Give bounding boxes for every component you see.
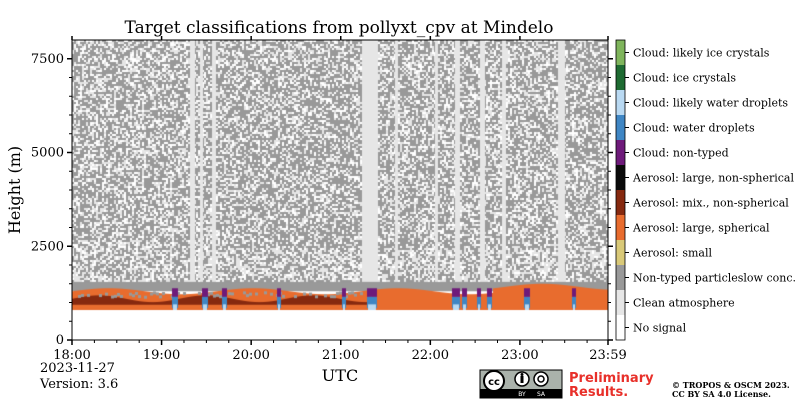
cc-license-badge: cc BY SA [479, 369, 563, 399]
legend-label: Non-typed particleslow conc. [633, 272, 796, 285]
preliminary-line-2: Results. [569, 385, 628, 400]
x-axis-label: UTC [322, 366, 358, 385]
legend-swatch [616, 265, 625, 290]
y-axis: 0 2500 5000 7500 [31, 52, 613, 348]
x-tick-label: 23:59 [589, 348, 626, 363]
legend-swatch [616, 190, 625, 215]
legend-frame [615, 39, 626, 341]
date-label: 2023-11-27 [40, 361, 115, 376]
legend-label: Aerosol: mix., non-spherical [632, 197, 789, 210]
x-axis: 18:00 19:00 20:00 21:00 22:00 23:00 23:59 [53, 36, 627, 363]
copyright-line-2: CC BY SA 4.0 License. [672, 389, 771, 399]
copyright-line-1: © TROPOS & OSCM 2023. [672, 380, 790, 390]
legend-label: Aerosol: small [632, 247, 712, 260]
share-alike-icon [533, 371, 549, 387]
x-tick-label: 20:00 [232, 348, 269, 363]
y-tick-label: 0 [56, 333, 64, 348]
legend-label: Clean atmosphere [633, 297, 735, 310]
legend-label: Cloud: non-typed [633, 147, 729, 160]
legend-swatch [616, 215, 625, 240]
x-tick-label: 21:00 [322, 348, 359, 363]
x-tick-label: 18:00 [53, 348, 90, 363]
legend-swatch [616, 165, 625, 190]
sa-badge-text: SA [537, 391, 546, 398]
y-tick-label: 2500 [31, 239, 64, 254]
version-label: Version: 3.6 [39, 377, 118, 392]
x-tick-label: 19:00 [143, 348, 180, 363]
cc-badge-text: cc [488, 377, 500, 388]
legend-swatch [616, 90, 625, 115]
legend-label: Cloud: likely ice crystals [633, 47, 770, 60]
by-badge-text: BY [518, 391, 526, 398]
legend-label: Cloud: water droplets [633, 122, 755, 135]
legend-label: Aerosol: large, non-spherical [632, 172, 794, 185]
legend-swatch [616, 290, 625, 315]
legend-swatch [616, 315, 625, 340]
legend-swatch [616, 115, 625, 140]
x-tick-label: 22:00 [412, 348, 449, 363]
cc-icon [483, 370, 505, 392]
y-tick-label: 7500 [31, 52, 64, 67]
legend-swatch [616, 240, 625, 265]
legend-label: Cloud: ice crystals [633, 72, 736, 85]
legend-label: Cloud: likely water droplets [633, 97, 788, 110]
legend-swatch [616, 65, 625, 90]
y-axis-label: Height (m) [5, 146, 24, 234]
legend-swatch [616, 40, 625, 65]
plot-area [72, 40, 608, 340]
legend: Cloud: likely ice crystals Cloud: ice cry… [615, 39, 796, 341]
legend-label: No signal [633, 322, 687, 335]
chart-title: Target classifications from pollyxt_cpv … [125, 18, 554, 38]
preliminary-line-1: Preliminary [569, 371, 654, 386]
legend-label: Aerosol: large, spherical [632, 222, 770, 235]
legend-swatch [616, 140, 625, 165]
x-tick-label: 23:00 [501, 348, 538, 363]
classification-raster [72, 40, 608, 340]
y-tick-label: 5000 [31, 146, 64, 161]
